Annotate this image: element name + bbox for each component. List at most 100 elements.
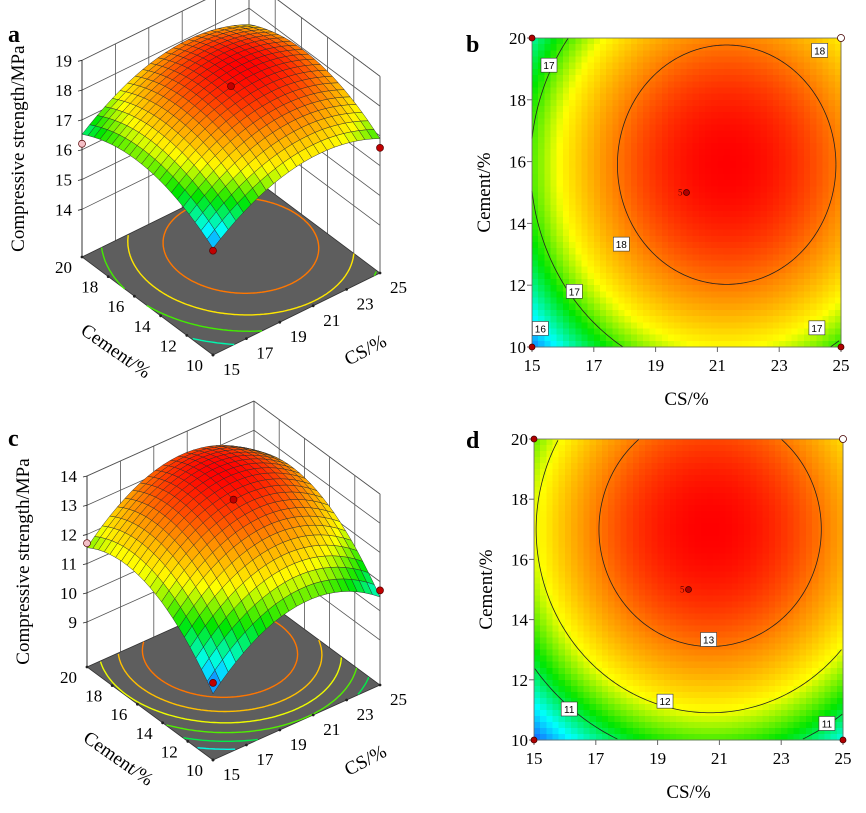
heatmap-cell <box>612 211 620 218</box>
heatmap-cell <box>643 272 651 280</box>
heatmap-cell <box>667 186 675 194</box>
heatmap-cell <box>571 673 578 681</box>
heatmap-cell <box>705 291 712 299</box>
heatmap-cell <box>583 553 591 560</box>
heatmap-cell <box>686 248 694 255</box>
heatmap-cell <box>614 559 622 567</box>
heatmap-cell <box>532 279 539 286</box>
heatmap-cell <box>643 50 651 58</box>
heatmap-cell <box>682 673 690 681</box>
heatmap-cell <box>698 130 706 138</box>
heatmap-cell <box>680 316 688 323</box>
heatmap-cell <box>624 75 632 82</box>
heatmap-cell <box>748 130 756 138</box>
heatmap-cell <box>546 643 554 651</box>
heatmap-cell <box>601 583 609 591</box>
heatmap-cell <box>669 673 677 681</box>
heatmap-cell <box>538 118 545 126</box>
heatmap-cell <box>608 661 615 669</box>
heatmap-cell <box>595 439 603 446</box>
heatmap-cell <box>626 583 634 591</box>
heatmap-cell <box>674 279 681 286</box>
heatmap-cell <box>711 272 718 280</box>
heatmap-cell <box>797 192 805 200</box>
heatmap-cell <box>614 613 622 621</box>
heatmap-cell <box>651 565 659 573</box>
heatmap-cell <box>779 105 786 113</box>
heatmap-cell <box>711 316 718 323</box>
heatmap-cell <box>717 235 725 243</box>
heatmap-cell <box>552 511 560 518</box>
heatmap-cell <box>593 173 601 181</box>
heatmap-cell <box>645 577 653 585</box>
heatmap-cell <box>606 266 613 274</box>
heatmap-cell <box>686 198 694 206</box>
heatmap-cell <box>680 217 688 224</box>
heatmap-cell <box>540 709 547 717</box>
heatmap-cell <box>595 577 603 585</box>
heatmap-cell <box>791 56 799 64</box>
heatmap-cell <box>834 192 842 200</box>
heatmap-cell <box>552 697 560 705</box>
heatmap-cell <box>589 457 597 464</box>
heatmap-cell <box>608 673 615 681</box>
heatmap-cell <box>550 204 558 212</box>
heatmap-cell <box>581 217 589 224</box>
heatmap-cell <box>558 643 566 651</box>
heatmap-cell <box>544 192 552 200</box>
heatmap-cell <box>711 38 718 45</box>
heatmap-cell <box>637 130 644 138</box>
heatmap-cell <box>606 285 613 292</box>
heatmap-cell <box>663 517 671 524</box>
heatmap-cell <box>661 279 669 286</box>
heatmap-cell <box>711 155 718 163</box>
heatmap-cell <box>550 149 558 157</box>
heatmap-cell <box>581 62 589 70</box>
heatmap-cell <box>828 279 836 286</box>
heatmap-cell <box>546 511 554 518</box>
heatmap-cell <box>822 272 830 280</box>
heatmap-cell <box>589 559 597 567</box>
heatmap-cell <box>612 322 620 330</box>
heatmap-cell <box>723 229 731 237</box>
heatmap-cell <box>655 136 663 144</box>
heatmap-cell <box>766 291 774 299</box>
heatmap-cell <box>816 161 824 169</box>
heatmap-cell <box>810 279 817 286</box>
heatmap-cell <box>593 68 601 76</box>
z-tick-mark <box>82 504 88 507</box>
heatmap-cell <box>540 727 547 735</box>
heatmap-cell <box>630 211 638 218</box>
heatmap-cell <box>645 691 653 699</box>
heatmap-cell <box>569 180 576 187</box>
heatmap-cell <box>797 316 805 323</box>
heatmap-cell <box>608 439 615 446</box>
heatmap-cell <box>828 50 836 58</box>
heatmap-cell <box>674 75 681 82</box>
heatmap-cell <box>686 303 694 311</box>
heatmap-cell <box>723 130 731 138</box>
heatmap-cell <box>632 601 640 609</box>
x-tick-mark <box>245 337 248 340</box>
heatmap-cell <box>556 211 564 218</box>
heatmap-cell <box>544 167 552 175</box>
heatmap-cell <box>717 68 725 76</box>
heatmap-cell <box>717 130 725 138</box>
heatmap-cell <box>692 285 700 292</box>
heatmap-cell <box>834 93 842 101</box>
heatmap-cell <box>645 709 653 717</box>
heatmap-cell <box>593 297 601 305</box>
heatmap-cell <box>589 499 597 506</box>
z-tick-mark <box>77 208 83 211</box>
heatmap-cell <box>797 291 805 299</box>
heatmap-cell <box>589 487 597 494</box>
heatmap-cell <box>760 297 768 305</box>
heatmap-cell <box>686 279 694 286</box>
heatmap-cell <box>698 62 706 70</box>
y-tick-mark <box>185 334 189 337</box>
heatmap-cell <box>534 631 541 639</box>
heatmap-cell <box>550 241 558 249</box>
heatmap-cell <box>558 613 566 621</box>
heatmap-cell <box>562 241 570 249</box>
heatmap-cell <box>663 481 671 488</box>
